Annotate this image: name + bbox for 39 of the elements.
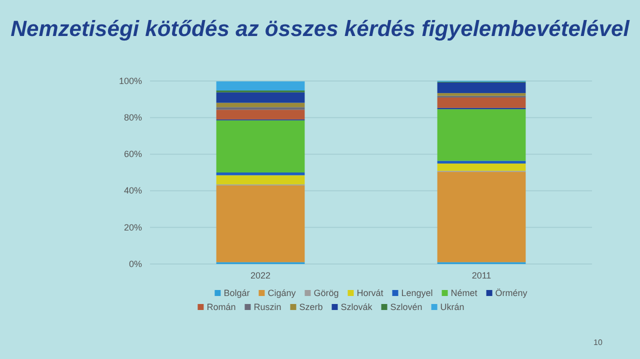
legend-label: Ukrán [440, 302, 464, 312]
legend-label: Örmény [495, 288, 528, 298]
bar [437, 172, 526, 262]
legend-label: Ruszin [254, 302, 282, 312]
bar [216, 81, 305, 91]
legend-label: Cigány [268, 288, 296, 298]
bar [216, 110, 305, 120]
bar [216, 120, 305, 172]
bar [216, 102, 305, 108]
legend-label: Román [206, 302, 236, 312]
y-tick-label: 100% [118, 76, 142, 86]
bar [437, 160, 526, 164]
legend-label: Szlovén [390, 302, 422, 312]
bar [216, 107, 305, 110]
bar [437, 164, 526, 171]
legend-label: Lengyel [401, 288, 433, 298]
legend-label: Bolgár [224, 288, 250, 298]
legend-label: Szlovák [340, 302, 373, 312]
bar [437, 82, 526, 94]
y-tick-label: 20% [124, 222, 142, 232]
bar [437, 97, 526, 108]
bar [216, 172, 305, 176]
bar [437, 93, 526, 96]
y-tick-label: 0% [128, 258, 142, 269]
x-tick-label: 2011 [472, 270, 492, 280]
bar [216, 92, 305, 103]
text: 10 [594, 338, 603, 347]
x-tick-label: 2022 [250, 270, 271, 280]
legend-label: Német [450, 288, 478, 298]
y-tick-label: 60% [124, 149, 142, 160]
y-tick-label: 40% [124, 186, 142, 196]
bar [437, 109, 526, 161]
bar [216, 175, 305, 184]
bar [216, 185, 305, 262]
chart-title: Nemzetiségi kötődés az összes kérdés figyelembevételével [10, 16, 630, 41]
legend-label: Szerb [299, 302, 323, 312]
legend-label: Horvát [356, 288, 384, 298]
legend-label: Görög [314, 288, 339, 298]
y-tick-label: 80% [124, 112, 142, 122]
